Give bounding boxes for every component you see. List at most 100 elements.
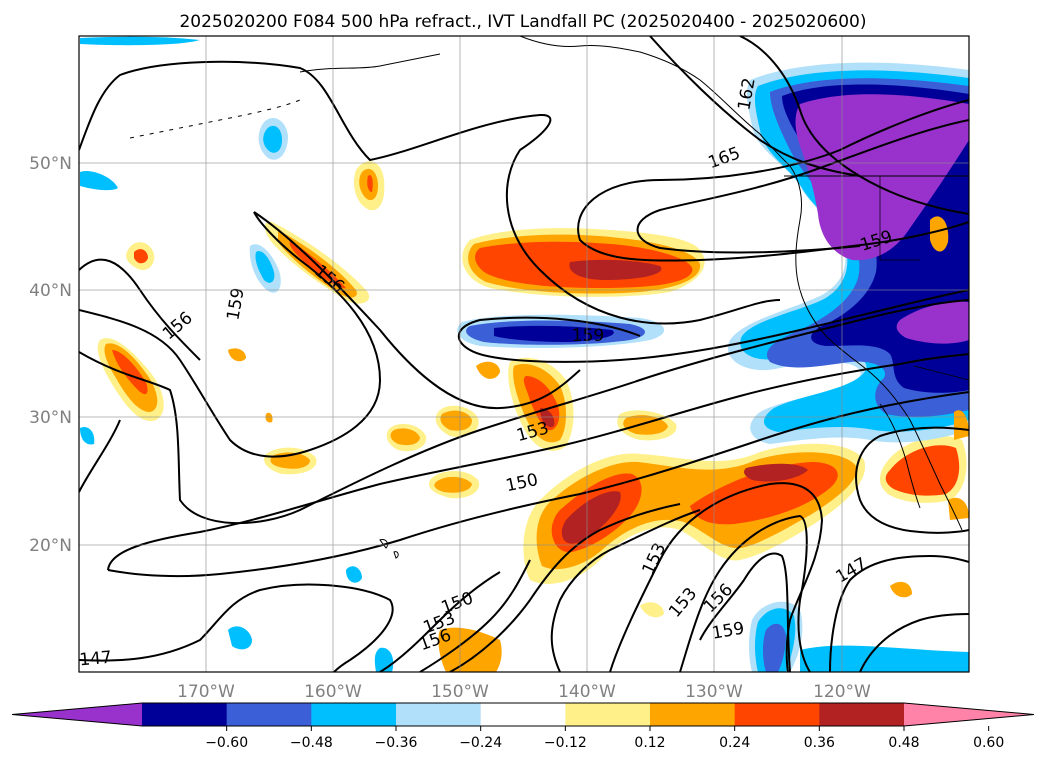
- contour-line: [419, 559, 531, 672]
- colorbar-tick-label: 0.48: [888, 735, 919, 751]
- contour-line: [79, 60, 781, 325]
- shaded-region-negative: [494, 325, 614, 342]
- contour-line: [609, 482, 824, 672]
- shaded-region-negative: [80, 426, 95, 445]
- shaded-region-negative: [263, 125, 282, 153]
- coastline-alaska-peninsula: [299, 53, 441, 73]
- colorbar-segment: [565, 703, 651, 726]
- contour-line: [79, 583, 394, 672]
- colorbar-segment: [311, 703, 397, 726]
- contour-line: [107, 391, 969, 578]
- colorbar-tick-label: 0.24: [719, 735, 750, 751]
- colorbar-tick-label: −0.24: [459, 735, 502, 751]
- shaded-region-positive: [690, 462, 838, 525]
- shaded-region-positive: [640, 602, 664, 618]
- shaded-region-positive: [440, 410, 472, 431]
- longitude-labels: 170°W 160°W 150°W 140°W 130°W 120°W: [177, 682, 871, 702]
- shaded-region-negative: [228, 626, 252, 650]
- contour-line: [79, 299, 969, 525]
- coastline-gulf-of-alaska: [519, 36, 791, 167]
- colorbar-tick-label: 0.60: [973, 735, 1004, 751]
- colorbar-extend-max: [904, 703, 1034, 726]
- shaded-region-negative: [763, 623, 786, 672]
- lat-label: 30°N: [29, 408, 72, 428]
- shaded-region-positive: [569, 259, 662, 280]
- contour-line: [829, 554, 969, 672]
- colorbar-tick-label: −0.36: [375, 735, 418, 751]
- shaded-region-positive: [434, 476, 472, 493]
- shaded-region-positive: [476, 361, 500, 379]
- shaded-region-negative: [255, 251, 275, 283]
- border-us-mexico: [913, 365, 969, 381]
- shaded-region-positive: [112, 350, 148, 395]
- shaded-region-positive: [954, 410, 969, 440]
- lon-label: 170°W: [177, 682, 235, 702]
- lon-label: 140°W: [558, 682, 616, 702]
- shaded-region-positive: [367, 175, 373, 192]
- filled-contours: [80, 36, 969, 672]
- colorbar-tick-label: −0.48: [290, 735, 333, 751]
- shaded-region-positive: [390, 428, 420, 446]
- coastline-aleutians: [129, 99, 301, 139]
- contour-line: [859, 613, 969, 672]
- contour-line: [449, 503, 681, 672]
- shaded-region-positive: [134, 249, 148, 264]
- coastline-hawaii: [379, 539, 399, 559]
- shaded-region-negative: [80, 36, 200, 46]
- colorbar-segment: [142, 703, 228, 726]
- colorbar-extend-min: [12, 703, 142, 726]
- shaded-region-positive: [228, 348, 246, 362]
- colorbar-segment: [226, 703, 312, 726]
- figure-title: 2025020200 F084 500 hPa refract., IVT La…: [179, 12, 866, 32]
- colorbar-tick-label: −0.12: [544, 735, 587, 751]
- contour-line: [649, 36, 861, 177]
- shaded-region-positive: [885, 445, 960, 496]
- latitude-labels: 50°N 40°N 30°N 20°N: [29, 154, 72, 556]
- shaded-region-negative: [795, 94, 969, 261]
- colorbar-tick-label: −0.60: [205, 735, 248, 751]
- contour-line: [679, 514, 811, 672]
- contour-line: [107, 353, 969, 571]
- coastline-west-coast: [789, 165, 963, 531]
- lon-label: 150°W: [431, 682, 489, 702]
- lon-label: 130°W: [685, 682, 743, 702]
- contour-line: [636, 119, 969, 254]
- contour-line: [550, 509, 701, 672]
- contour-line: [739, 36, 969, 215]
- colorbar: −0.60 −0.48 −0.36 −0.24 −0.12 0.12 0.24 0.36 0.4…: [11, 702, 1035, 751]
- coastline-baja: [879, 403, 921, 509]
- shaded-region-negative: [80, 170, 118, 191]
- colorbar-segment: [480, 703, 566, 726]
- contour-line: [699, 552, 791, 672]
- shaded-region-positive: [890, 581, 912, 598]
- colorbar-outline: [11, 702, 1035, 727]
- lat-label: 20°N: [29, 536, 72, 556]
- map-panel: 147 150 153 156 159 162 165 159 156 159 …: [79, 36, 969, 672]
- coastlines: [129, 36, 969, 559]
- shaded-region-negative: [896, 301, 969, 344]
- contour-line: [253, 211, 581, 410]
- contour-line: [379, 571, 501, 672]
- shaded-region-positive: [265, 412, 273, 423]
- colorbar-tick-label: 0.36: [804, 735, 835, 751]
- shaded-region-positive: [744, 463, 808, 482]
- lat-label: 40°N: [29, 281, 72, 301]
- shaded-region-positive: [948, 497, 969, 520]
- colorbar-segment: [819, 703, 905, 726]
- contour-line: [457, 289, 969, 363]
- shaded-region-positive: [930, 216, 949, 252]
- map-frame: [78, 35, 970, 673]
- colorbar-segment: [650, 703, 736, 726]
- shaded-region-positive: [540, 408, 555, 428]
- lon-label: 120°W: [813, 682, 871, 702]
- contour-line: [79, 211, 382, 458]
- contour-label: 147: [79, 648, 113, 671]
- contour-line: [79, 419, 121, 493]
- shaded-region-positive: [438, 627, 502, 672]
- colorbar-tick-label: 0.12: [634, 735, 665, 751]
- contour-line: [577, 99, 969, 262]
- colorbar-segment: [396, 703, 482, 726]
- border-state: [879, 176, 920, 261]
- contour-line: [855, 426, 969, 534]
